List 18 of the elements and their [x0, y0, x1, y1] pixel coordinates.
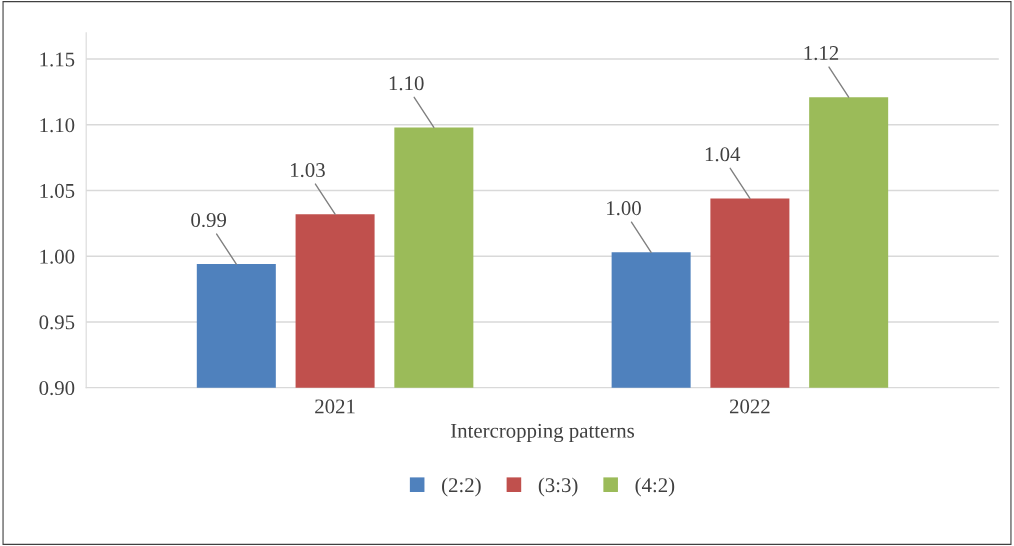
- x-axis-title: Intercropping patterns: [450, 423, 635, 443]
- data-label: 1.04: [705, 147, 741, 162]
- x-tick-label: 2022: [729, 399, 770, 414]
- text: 1.00: [40, 249, 75, 264]
- data-label: 0.99: [191, 212, 227, 228]
- legend-label: (4:2): [635, 477, 675, 497]
- data-label: 1.12: [804, 46, 839, 61]
- data-label: 1.03: [291, 163, 325, 178]
- text: 1.10: [40, 118, 75, 133]
- x-tick-label: 2021: [315, 399, 355, 414]
- text: 0.95: [39, 315, 75, 330]
- legend-label: (3:3): [538, 477, 578, 497]
- data-label: 1.00: [607, 201, 641, 216]
- text: 1.05: [40, 183, 75, 199]
- legend-label: (2:2): [442, 477, 481, 497]
- text: 1.15: [40, 52, 75, 67]
- data-label: 1.10: [389, 76, 424, 91]
- text: 0.90: [39, 381, 75, 396]
